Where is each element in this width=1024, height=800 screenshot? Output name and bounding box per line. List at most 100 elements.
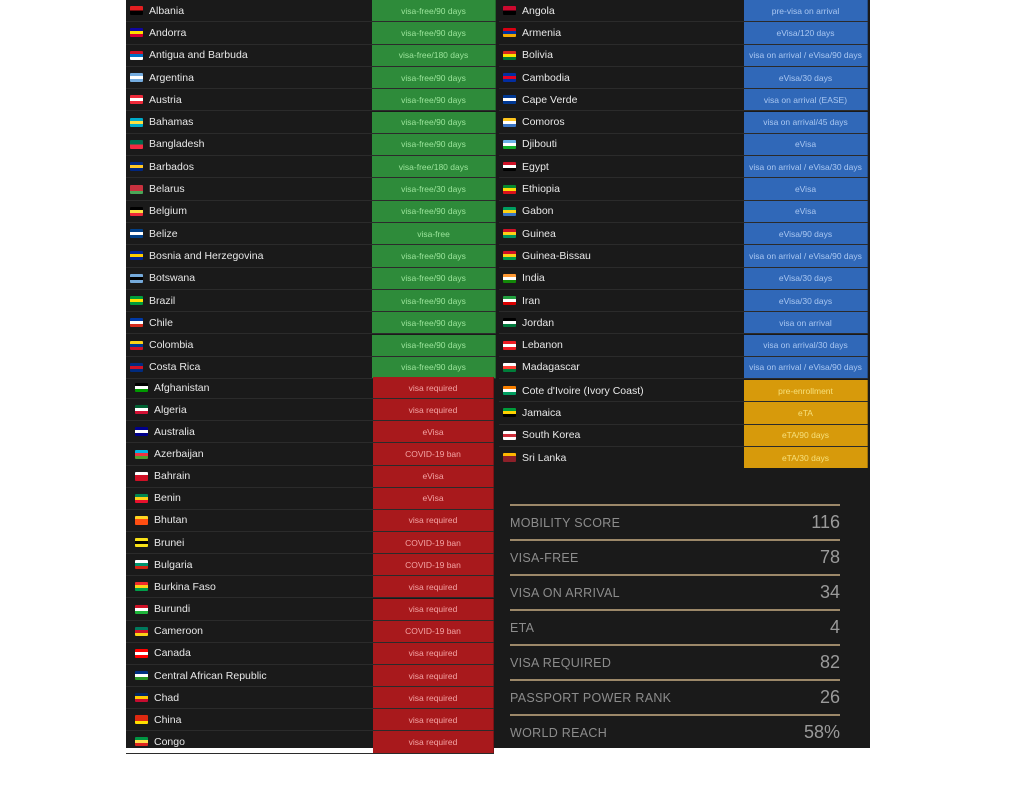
visa-status-badge: eTA/90 days — [744, 424, 868, 446]
visa-status-badge: visa required — [373, 731, 494, 753]
visa-on-arrival-row[interactable]: Cape Verde visa on arrival (EASE) — [499, 89, 868, 112]
visa-free-row[interactable]: Colombia visa-free/90 days — [126, 334, 496, 357]
country-name: Angola — [522, 4, 555, 17]
visa-on-arrival-row[interactable]: Guinea-Bissau visa on arrival / eVisa/90 … — [499, 245, 868, 268]
visa-free-row[interactable]: Botswana visa-free/90 days — [126, 267, 496, 290]
visa-required-row[interactable]: Australia eVisa — [126, 421, 494, 444]
visa-free-row[interactable]: Andorra visa-free/90 days — [126, 22, 496, 45]
visa-status-badge: eVisa/30 days — [744, 267, 868, 289]
visa-status-badge: visa-free/90 days — [372, 267, 496, 289]
country-cell: Egypt — [499, 156, 744, 177]
visa-required-row[interactable]: Bulgaria COVID-19 ban — [126, 554, 494, 577]
visa-free-row[interactable]: Costa Rica visa-free/90 days — [126, 356, 496, 380]
stat-label: MOBILITY SCORE — [510, 515, 621, 530]
stat-value: 58% — [803, 722, 840, 742]
country-cell: South Korea — [499, 425, 744, 446]
country-cell: Belarus — [126, 178, 372, 199]
visa-on-arrival-row[interactable]: Angola pre-visa on arrival — [499, 0, 868, 23]
visa-required-row[interactable]: Central African Republic visa required — [126, 664, 494, 688]
visa-free-row[interactable]: Chile visa-free/90 days — [126, 312, 496, 335]
country-name: Sri Lanka — [522, 451, 567, 464]
visa-free-row[interactable]: Barbados visa-free/180 days — [126, 156, 496, 179]
visa-on-arrival-row[interactable]: Gabon eVisa — [499, 200, 868, 223]
visa-free-row[interactable]: Antigua and Barbuda visa-free/180 days — [126, 44, 496, 67]
eta-row[interactable]: South Korea eTA/90 days — [499, 424, 868, 447]
visa-on-arrival-row[interactable]: Ethiopia eVisa — [499, 178, 868, 201]
country-name: Central African Republic — [154, 669, 267, 682]
country-name: Ethiopia — [522, 183, 560, 196]
visa-required-row[interactable]: Afghanistan visa required — [126, 377, 494, 400]
flag-icon — [503, 453, 516, 463]
country-name: Costa Rica — [149, 361, 201, 374]
country-name: Barbados — [149, 160, 194, 173]
visa-on-arrival-row[interactable]: Iran eVisa/30 days — [499, 289, 868, 313]
flag-icon — [135, 560, 148, 570]
visa-free-row[interactable]: Bosnia and Herzegovina visa-free/90 days — [126, 245, 496, 268]
visa-free-row[interactable]: Bangladesh visa-free/90 days — [126, 133, 496, 157]
eta-row[interactable]: Jamaica eTA — [499, 402, 868, 425]
visa-status-badge: visa-free/90 days — [372, 89, 496, 111]
country-cell: Cameroon — [126, 621, 373, 642]
country-name: Afghanistan — [154, 381, 210, 394]
visa-required-row[interactable]: Algeria visa required — [126, 399, 494, 422]
eta-row[interactable]: Sri Lanka eTA/30 days — [499, 446, 868, 470]
visa-free-row[interactable]: Belize visa-free — [126, 223, 496, 246]
visa-required-row[interactable]: Azerbaijan COVID-19 ban — [126, 443, 494, 466]
visa-status-badge: eVisa — [744, 200, 868, 222]
flag-icon — [503, 273, 516, 283]
country-name: India — [522, 272, 545, 285]
visa-status-badge: visa-free/90 days — [372, 111, 496, 133]
visa-on-arrival-row[interactable]: Comoros visa on arrival/45 days — [499, 111, 868, 134]
country-name: Bahrain — [154, 470, 191, 483]
visa-free-row[interactable]: Belarus visa-free/30 days — [126, 178, 496, 201]
flag-icon — [135, 737, 148, 747]
visa-status-badge: COVID-19 ban — [373, 620, 494, 642]
country-cell: Gabon — [499, 201, 744, 222]
visa-on-arrival-row[interactable]: Djibouti eVisa — [499, 133, 868, 157]
visa-required-row[interactable]: Chad visa required — [126, 687, 494, 710]
visa-required-row[interactable]: Cameroon COVID-19 ban — [126, 620, 494, 643]
visa-free-row[interactable]: Brazil visa-free/90 days — [126, 289, 496, 313]
visa-on-arrival-row[interactable]: Guinea eVisa/90 days — [499, 223, 868, 246]
visa-required-row[interactable]: Brunei COVID-19 ban — [126, 532, 494, 555]
country-cell: Brazil — [126, 290, 372, 311]
country-name: Cameroon — [154, 625, 204, 638]
flag-icon — [503, 6, 516, 16]
flag-icon — [503, 229, 516, 239]
visa-required-row[interactable]: Burkina Faso visa required — [126, 576, 494, 599]
country-cell: Colombia — [126, 335, 372, 356]
visa-status-badge: visa required — [373, 576, 494, 598]
flag-icon — [130, 73, 143, 83]
visa-on-arrival-row[interactable]: Bolivia visa on arrival / eVisa/90 days — [499, 44, 868, 67]
visa-on-arrival-row[interactable]: Egypt visa on arrival / eVisa/30 days — [499, 156, 868, 179]
visa-required-row[interactable]: Benin eVisa — [126, 487, 494, 510]
flag-icon — [503, 28, 516, 38]
visa-required-row[interactable]: Congo visa required — [126, 731, 494, 754]
flag-icon — [503, 296, 516, 306]
visa-required-row[interactable]: Canada visa required — [126, 642, 494, 665]
visa-status-badge: eVisa — [373, 421, 494, 443]
visa-free-row[interactable]: Belgium visa-free/90 days — [126, 200, 496, 223]
visa-on-arrival-row[interactable]: Jordan visa on arrival — [499, 312, 868, 335]
visa-free-row[interactable]: Albania visa-free/90 days — [126, 0, 496, 23]
country-cell: Armenia — [499, 22, 744, 43]
visa-required-row[interactable]: Bhutan visa required — [126, 509, 494, 533]
visa-required-row[interactable]: Burundi visa required — [126, 598, 494, 621]
visa-on-arrival-row[interactable]: Armenia eVisa/120 days — [499, 22, 868, 45]
visa-free-row[interactable]: Austria visa-free/90 days — [126, 89, 496, 112]
visa-required-row[interactable]: China visa required — [126, 709, 494, 732]
country-name: Djibouti — [522, 138, 558, 151]
country-cell: Azerbaijan — [126, 443, 373, 464]
visa-on-arrival-row[interactable]: Lebanon visa on arrival/30 days — [499, 334, 868, 357]
visa-on-arrival-row[interactable]: India eVisa/30 days — [499, 267, 868, 290]
visa-free-row[interactable]: Argentina visa-free/90 days — [126, 66, 496, 90]
visa-on-arrival-row[interactable]: Cambodia eVisa/30 days — [499, 66, 868, 90]
visa-on-arrival-row[interactable]: Madagascar visa on arrival / eVisa/90 day… — [499, 356, 868, 380]
eta-row[interactable]: Cote d'Ivoire (Ivory Coast) pre-enrollmen… — [499, 380, 868, 403]
visa-free-row[interactable]: Bahamas visa-free/90 days — [126, 111, 496, 134]
flag-icon — [135, 582, 148, 592]
visa-required-row[interactable]: Bahrain eVisa — [126, 465, 494, 488]
visa-status-badge: eVisa/90 days — [744, 223, 868, 245]
flag-icon — [130, 6, 143, 16]
stat-value: 4 — [829, 617, 840, 637]
